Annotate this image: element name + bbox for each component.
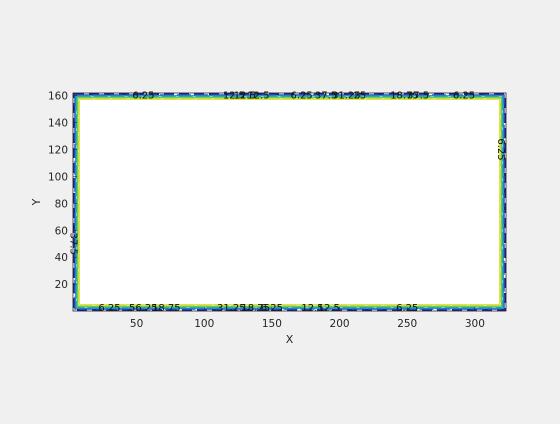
x-tick-label: 100 bbox=[194, 318, 214, 330]
contour-label: 6.25 bbox=[291, 90, 313, 101]
contour-label: 56.25 bbox=[129, 303, 158, 314]
contour-lines bbox=[72, 92, 507, 312]
contour-label: 12.5 bbox=[223, 90, 245, 101]
plot-area bbox=[73, 93, 506, 311]
contour-label: 37.5 bbox=[315, 90, 337, 101]
y-tick-label: 120 bbox=[48, 145, 68, 157]
contour-label: 18.75 bbox=[241, 303, 270, 314]
contour-label: 12.5 bbox=[318, 303, 340, 314]
contour-label: 6.25 bbox=[495, 138, 506, 160]
y-tick-label: 100 bbox=[48, 171, 68, 183]
contour-line-6 bbox=[77, 97, 502, 307]
contour-label: 31.25 bbox=[332, 90, 361, 101]
contour-line-1 bbox=[72, 92, 507, 312]
contour-label: 6.25 bbox=[453, 90, 475, 101]
contour-label: 37.5 bbox=[407, 90, 429, 101]
x-tick-label: 50 bbox=[130, 318, 143, 330]
y-tick-label: 160 bbox=[48, 91, 68, 103]
contour-label: 31.25 bbox=[217, 303, 246, 314]
contour-line-4 bbox=[76, 96, 503, 308]
x-tick-label: 150 bbox=[262, 318, 282, 330]
x-tick-label: 200 bbox=[330, 318, 350, 330]
contour-line-5 bbox=[76, 96, 503, 308]
y-tick-label: 40 bbox=[55, 252, 68, 264]
contour-label: 25 bbox=[353, 90, 366, 101]
contour-label: 18.75 bbox=[390, 90, 419, 101]
contour-line-3 bbox=[75, 95, 504, 309]
contour-label: 6.25 bbox=[132, 90, 154, 101]
contour-label: 6.25 bbox=[98, 303, 120, 314]
contour-line-7 bbox=[78, 98, 501, 306]
x-tick-label: 300 bbox=[465, 318, 485, 330]
y-axis-ticks: 20 40 60 80 100 120 140 160 bbox=[48, 91, 77, 291]
contour-line-2 bbox=[74, 94, 505, 310]
x-tick-label: 250 bbox=[397, 318, 417, 330]
y-tick-label: 60 bbox=[55, 225, 68, 237]
y-tick-label: 140 bbox=[48, 118, 68, 130]
y-tick-label: 80 bbox=[55, 198, 68, 210]
x-axis-label: X bbox=[286, 333, 294, 346]
contour-label: 18.75 bbox=[152, 303, 181, 314]
y-axis-label: Y bbox=[30, 198, 43, 206]
contour-label: 12.5 bbox=[247, 90, 269, 101]
contour-label: 12.5 bbox=[234, 90, 256, 101]
x-axis-ticks: 50 100 150 200 250 300 bbox=[130, 307, 485, 330]
y-tick-label: 20 bbox=[55, 279, 68, 291]
contour-label: 12.5 bbox=[301, 303, 323, 314]
plot-frame bbox=[72, 92, 507, 312]
